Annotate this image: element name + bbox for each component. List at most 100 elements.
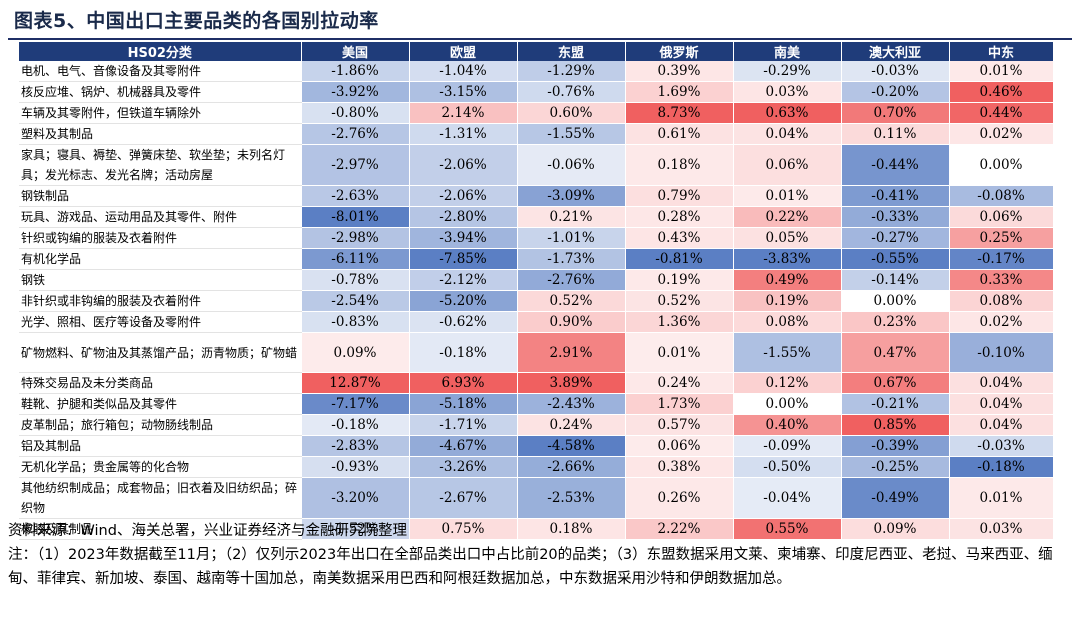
value-cell: 0.09%: [301, 332, 410, 373]
category-cell: 非针织或非钩编的服装及衣着附件: [19, 290, 302, 312]
value-cell: -0.81%: [625, 248, 734, 270]
category-cell: 铝及其制品: [19, 435, 302, 457]
table-row: 铝及其制品 -2.83% -4.67% -4.58% 0.06% -0.09% -0.39%…: [19, 435, 1054, 457]
value-cell: 0.52%: [517, 290, 626, 312]
value-cell: -0.62%: [409, 311, 518, 333]
value-cell: -0.10%: [949, 332, 1054, 373]
value-cell: 0.01%: [949, 61, 1054, 82]
value-cell: -0.25%: [841, 456, 950, 478]
category-cell: 特殊交易品及未分类商品: [19, 372, 302, 394]
value-cell: 0.08%: [949, 290, 1054, 312]
value-cell: 0.22%: [733, 206, 842, 228]
value-cell: 0.01%: [949, 477, 1054, 519]
category-cell: 家具；寝具、褥垫、弹簧床垫、软坐垫；未列名灯具；发光标志、发光名牌；活动房屋: [19, 144, 302, 186]
value-cell: -1.01%: [517, 227, 626, 249]
value-cell: -0.09%: [733, 435, 842, 457]
value-cell: 0.26%: [625, 477, 734, 519]
category-cell: 其他纺织制成品；成套物品；旧衣着及旧纺织品；碎织物: [19, 477, 302, 519]
value-cell: -2.06%: [409, 144, 518, 186]
value-cell: -2.76%: [301, 123, 410, 145]
value-cell: -7.85%: [409, 248, 518, 270]
value-cell: 0.21%: [517, 206, 626, 228]
header-asean: 东盟: [517, 42, 626, 61]
value-cell: 0.03%: [949, 518, 1054, 540]
value-cell: 0.47%: [841, 332, 950, 373]
value-cell: 1.36%: [625, 311, 734, 333]
table-row: 光学、照相、医疗等设备及零附件 -0.83% -0.62% 0.90% 1.36% 0.0…: [19, 311, 1054, 333]
value-cell: 2.22%: [625, 518, 734, 540]
header-australia: 澳大利亚: [841, 42, 950, 61]
value-cell: -3.92%: [301, 81, 410, 103]
value-cell: 0.28%: [625, 206, 734, 228]
value-cell: -2.06%: [409, 185, 518, 207]
category-cell: 针织或钩编的服装及衣着附件: [19, 227, 302, 249]
header-russia: 俄罗斯: [625, 42, 734, 61]
table-row: 钢铁 -0.78% -2.12% -2.76% 0.19% 0.49% -0.14% 0.33…: [19, 269, 1054, 291]
category-cell: 车辆及其零附件，但铁道车辆除外: [19, 102, 302, 124]
value-cell: -0.18%: [301, 414, 410, 436]
value-cell: 0.24%: [625, 372, 734, 394]
value-cell: -3.09%: [517, 185, 626, 207]
value-cell: 0.01%: [625, 332, 734, 373]
table-row: 其他纺织制成品；成套物品；旧衣着及旧纺织品；碎织物 -3.20% -2.67% -2.…: [19, 477, 1054, 519]
value-cell: -4.58%: [517, 435, 626, 457]
table-row: 非针织或非钩编的服装及衣着附件 -2.54% -5.20% 0.52% 0.52% 0.1…: [19, 290, 1054, 312]
value-cell: -2.98%: [301, 227, 410, 249]
value-cell: -0.41%: [841, 185, 950, 207]
value-cell: 0.18%: [517, 518, 626, 540]
value-cell: -7.17%: [301, 393, 410, 415]
value-cell: 0.19%: [625, 269, 734, 291]
value-cell: -0.06%: [517, 144, 626, 186]
value-cell: 0.11%: [841, 123, 950, 145]
value-cell: -0.18%: [409, 332, 518, 373]
value-cell: -2.97%: [301, 144, 410, 186]
value-cell: -0.39%: [841, 435, 950, 457]
value-cell: 0.12%: [733, 372, 842, 394]
value-cell: -0.27%: [841, 227, 950, 249]
category-cell: 塑料及其制品: [19, 123, 302, 145]
value-cell: -0.21%: [841, 393, 950, 415]
value-cell: 0.05%: [733, 227, 842, 249]
value-cell: 1.69%: [625, 81, 734, 103]
value-cell: -5.20%: [409, 290, 518, 312]
value-cell: -0.33%: [841, 206, 950, 228]
value-cell: 0.02%: [949, 123, 1054, 145]
value-cell: 12.87%: [301, 372, 410, 394]
value-cell: -2.80%: [409, 206, 518, 228]
note-line: 注：（1）2023年数据截至11月；（2）仅列示2023年出口在全部品类出口中占…: [8, 547, 1053, 587]
value-cell: 0.60%: [517, 102, 626, 124]
category-cell: 核反应堆、锅炉、机械器具及零件: [19, 81, 302, 103]
value-cell: 0.61%: [625, 123, 734, 145]
value-cell: 0.18%: [625, 144, 734, 186]
value-cell: 0.63%: [733, 102, 842, 124]
table-row: 核反应堆、锅炉、机械器具及零件 -3.92% -3.15% -0.76% 1.69% 0.…: [19, 81, 1054, 103]
value-cell: 0.00%: [841, 290, 950, 312]
table-row: 无机化学品；贵金属等的化合物 -0.93% -3.26% -2.66% 0.38% -0.…: [19, 456, 1054, 478]
value-cell: -3.15%: [409, 81, 518, 103]
value-cell: 0.49%: [733, 269, 842, 291]
value-cell: 0.75%: [409, 518, 518, 540]
value-cell: 0.52%: [625, 290, 734, 312]
value-cell: -2.67%: [409, 477, 518, 519]
header-category: HS02分类: [19, 42, 302, 61]
value-cell: 0.39%: [625, 61, 734, 82]
value-cell: -4.67%: [409, 435, 518, 457]
value-cell: -0.78%: [301, 269, 410, 291]
value-cell: -3.83%: [733, 248, 842, 270]
header-eu: 欧盟: [409, 42, 518, 61]
value-cell: -1.86%: [301, 61, 410, 82]
value-cell: -0.44%: [841, 144, 950, 186]
table-row: 家具；寝具、褥垫、弹簧床垫、软坐垫；未列名灯具；发光标志、发光名牌；活动房屋 -2…: [19, 144, 1054, 186]
category-cell: 光学、照相、医疗等设备及零附件: [19, 311, 302, 333]
value-cell: 0.01%: [733, 185, 842, 207]
category-cell: 电机、电气、音像设备及其零附件: [19, 61, 302, 82]
value-cell: 0.43%: [625, 227, 734, 249]
value-cell: 0.44%: [949, 102, 1054, 124]
category-cell: 钢铁制品: [19, 185, 302, 207]
value-cell: -2.83%: [301, 435, 410, 457]
value-cell: 0.85%: [841, 414, 950, 436]
value-cell: 0.55%: [733, 518, 842, 540]
value-cell: -1.31%: [409, 123, 518, 145]
value-cell: -0.20%: [841, 81, 950, 103]
table-row: 鞋靴、护腿和类似品及其零件 -7.17% -5.18% -2.43% 1.73% 0.00…: [19, 393, 1054, 415]
